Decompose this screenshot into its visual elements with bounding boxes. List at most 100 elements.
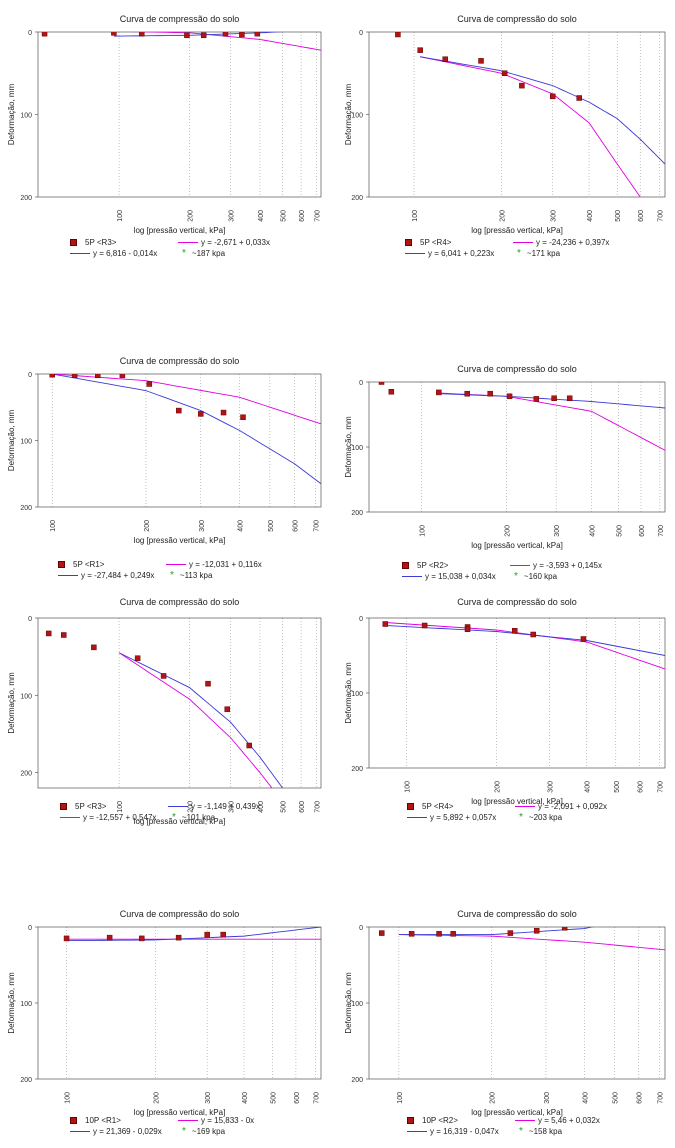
data-point bbox=[134, 655, 141, 661]
legend-label: y = -1,149 + 0,439x bbox=[191, 802, 260, 811]
line-swatch-icon bbox=[515, 806, 535, 808]
line-swatch-icon bbox=[178, 1120, 198, 1122]
y-axis-label: Deformação, mm bbox=[344, 972, 353, 1034]
legend-item: y = -12,557 + 0,547x bbox=[60, 812, 156, 823]
legend-label: y = 5,892 + 0,057x bbox=[430, 813, 497, 822]
star-marker-icon: * bbox=[182, 1125, 186, 1137]
blue-fit-line bbox=[118, 652, 283, 788]
line-swatch-icon bbox=[407, 817, 427, 819]
line-swatch-icon bbox=[515, 1120, 535, 1122]
legend-item: 5P <R3> bbox=[70, 237, 116, 248]
data-point bbox=[487, 390, 493, 397]
legend-item: * ~158 kpa bbox=[515, 1126, 562, 1137]
legend-item: y = -27,484 + 0,249x bbox=[58, 570, 154, 581]
y-tick-label: 0 bbox=[28, 30, 32, 37]
data-point bbox=[239, 32, 245, 38]
star-marker-icon: * bbox=[182, 247, 186, 259]
x-axis-label: log [pressão vertical, kPa] bbox=[471, 226, 563, 235]
y-tick-label: 0 bbox=[28, 616, 32, 623]
y-tick-label: 200 bbox=[351, 195, 363, 202]
x-axis-label: log [pressão vertical, kPa] bbox=[134, 536, 226, 545]
legend-label: y = -12,031 + 0,116x bbox=[189, 560, 262, 569]
line-swatch-icon bbox=[178, 242, 198, 244]
data-point bbox=[549, 93, 556, 100]
blue-fit-line bbox=[52, 374, 321, 485]
legend-label: 5P <R2> bbox=[417, 561, 449, 570]
legend-item: y = -3,593 + 0,145x bbox=[510, 560, 602, 571]
data-point bbox=[175, 934, 182, 941]
data-point bbox=[139, 32, 145, 37]
data-point bbox=[146, 381, 153, 387]
x-tick-label: 400 bbox=[242, 1092, 249, 1104]
x-tick-label: 600 bbox=[294, 1092, 301, 1104]
data-point bbox=[382, 621, 389, 627]
plot-area bbox=[368, 31, 666, 198]
data-point bbox=[533, 396, 540, 402]
chart-legend: 5P <R3> y = -1,149 + 0,439x y = -12,557 + … bbox=[60, 801, 300, 825]
legend-label: 10P <R2> bbox=[422, 1116, 458, 1125]
chart-title: Curva de compressão do solo bbox=[120, 597, 240, 607]
chart-panel-7: Curva de compressão do solo 100 200 300 400 5… bbox=[0, 905, 337, 1148]
x-tick-label: 400 bbox=[585, 781, 592, 793]
data-point bbox=[246, 742, 252, 749]
data-point bbox=[222, 32, 229, 37]
x-axis-label: log [pressão vertical, kPa] bbox=[471, 1108, 563, 1117]
chart-panel-6: Curva de compressão do solo 100 200 300 400 5… bbox=[337, 593, 675, 833]
data-point bbox=[176, 407, 182, 414]
line-swatch-icon bbox=[513, 242, 533, 244]
y-tick-label: 0 bbox=[359, 616, 363, 623]
x-tick-label: 300 bbox=[551, 210, 558, 222]
y-axis-label: Deformação, mm bbox=[344, 662, 353, 724]
legend-label: ~160 kpa bbox=[523, 572, 558, 581]
x-tick-label: 300 bbox=[199, 520, 206, 532]
legend-item: 5P <R4> bbox=[405, 237, 451, 248]
plot-area bbox=[368, 926, 666, 1080]
legend-item: * ~160 kpa bbox=[510, 571, 557, 582]
legend-item: y = -24,236 + 0,397x bbox=[513, 237, 609, 248]
legend-item: y = 21,369 - 0,029x bbox=[70, 1126, 162, 1137]
y-axis-label: Deformação, mm bbox=[7, 972, 16, 1034]
data-point bbox=[240, 414, 246, 420]
legend-item: * ~101 kpa bbox=[168, 812, 215, 823]
y-axis-label: Deformação, mm bbox=[344, 416, 353, 478]
legend-label: 5P <R3> bbox=[85, 238, 117, 247]
chart-title: Curva de compressão do solo bbox=[120, 909, 240, 919]
y-tick-label: 100 bbox=[20, 439, 32, 446]
star-marker-icon: * bbox=[519, 811, 523, 823]
x-tick-label: 200 bbox=[144, 520, 151, 532]
x-tick-label: 700 bbox=[658, 781, 665, 793]
star-marker-icon: * bbox=[517, 247, 521, 259]
legend-item: * ~169 kpa bbox=[178, 1126, 225, 1137]
legend-item: y = -2,671 + 0,033x bbox=[178, 237, 270, 248]
square-marker-icon bbox=[407, 803, 414, 811]
data-point bbox=[379, 930, 385, 936]
x-tick-label: 400 bbox=[258, 210, 265, 222]
y-tick-label: 200 bbox=[351, 766, 363, 773]
legend-item: 5P <R3> bbox=[60, 801, 106, 812]
y-tick-label: 100 bbox=[351, 1001, 363, 1008]
chart-title: Curva de compressão do solo bbox=[120, 14, 240, 24]
x-tick-label: 100 bbox=[65, 1092, 72, 1104]
line-swatch-icon bbox=[168, 806, 188, 808]
y-tick-label: 200 bbox=[20, 505, 32, 512]
chart-legend: 5P <R4> y = -2,091 + 0,092x y = 5,892 + 0,… bbox=[407, 801, 647, 825]
square-marker-icon bbox=[407, 1117, 414, 1125]
legend-label: y = -12,557 + 0,547x bbox=[83, 813, 157, 822]
x-tick-label: 400 bbox=[238, 520, 245, 532]
y-tick-label: 200 bbox=[351, 1077, 363, 1084]
legend-item: 5P <R4> bbox=[407, 801, 453, 812]
y-axis-label: Deformação, mm bbox=[344, 83, 353, 145]
x-tick-label: 400 bbox=[258, 801, 265, 813]
legend-item: y = 6,816 - 0,014x bbox=[70, 248, 157, 259]
x-tick-label: 500 bbox=[612, 1092, 619, 1104]
legend-item: * ~171 kpa bbox=[513, 248, 560, 259]
legend-label: y = -2,091 + 0,092x bbox=[538, 802, 607, 811]
y-tick-label: 100 bbox=[351, 691, 363, 698]
square-marker-icon bbox=[70, 239, 77, 247]
plot-area bbox=[37, 926, 322, 1080]
chart-legend: 5P <R2> y = -3,593 + 0,145x y = 15,038 + 0… bbox=[402, 560, 642, 584]
